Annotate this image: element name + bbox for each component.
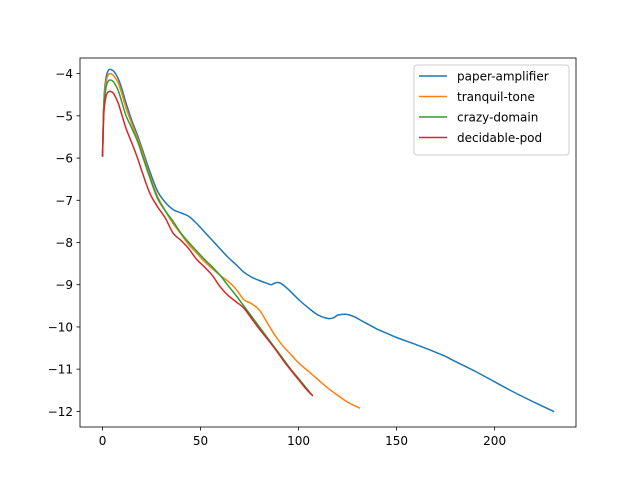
y-tick-label: −12 — [48, 405, 73, 419]
series-line-tranquil-tone — [101, 72, 361, 410]
axes-layer: 0 50 100 150 200 −12 −11 −10 −9 −8 −7 −6 −5 −4 — [48, 57, 577, 448]
y-tick-label: −7 — [55, 194, 73, 208]
y-tick-label: −10 — [48, 320, 73, 334]
x-tick-label: 0 — [99, 434, 107, 448]
x-tick-label: 150 — [385, 434, 408, 448]
legend-label-paper-amplifier: paper-amplifier — [457, 70, 549, 84]
y-tick-label: −11 — [48, 363, 73, 377]
y-tick-label: −5 — [55, 109, 73, 123]
x-tick-label: 100 — [287, 434, 310, 448]
series-line-decidable-pod — [101, 90, 314, 397]
legend-box — [413, 64, 570, 156]
series-layer — [101, 68, 555, 413]
y-tick-label: −8 — [55, 236, 73, 250]
series-line-paper-amplifier — [101, 68, 555, 413]
x-tick-label: 200 — [483, 434, 506, 448]
legend-label-decidable-pod: decidable-pod — [457, 131, 542, 145]
y-tick-label: −6 — [55, 152, 73, 166]
legend: paper-amplifier tranquil-tone crazy-domain… — [413, 64, 570, 156]
y-tick-label: −9 — [55, 278, 73, 292]
series-line-crazy-domain — [101, 79, 314, 397]
legend-label-crazy-domain: crazy-domain — [457, 111, 538, 125]
legend-label-tranquil-tone: tranquil-tone — [457, 90, 535, 104]
x-tick-label: 50 — [193, 434, 208, 448]
y-tick-label: −4 — [55, 67, 73, 81]
